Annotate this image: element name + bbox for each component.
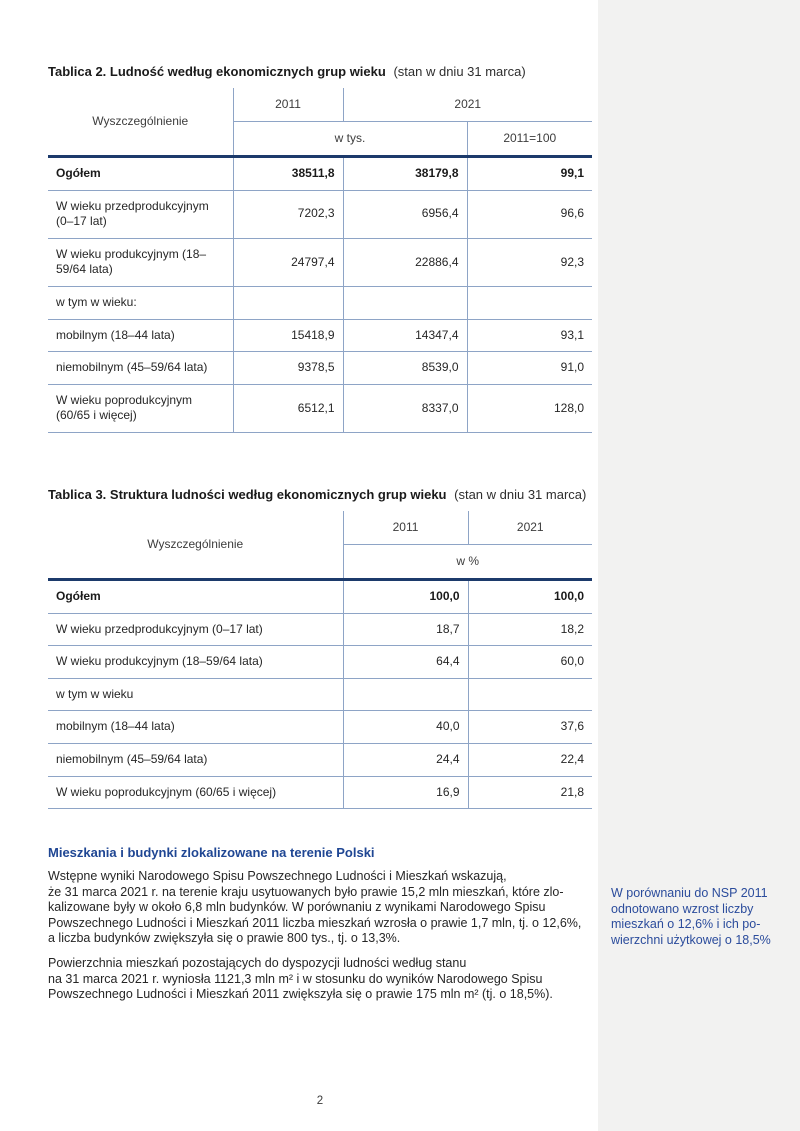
- value-index: 91,0: [466, 351, 593, 385]
- value-2011: [342, 678, 468, 712]
- table2-title-bold: Tablica 2. Ludność według ekonomicznych …: [48, 64, 386, 79]
- table-row: Ogółem 38511,8 38179,8 99,1: [48, 156, 593, 191]
- value-2021: 60,0: [467, 645, 592, 679]
- row-label: niemobilnym (45–59/64 lata): [48, 351, 233, 385]
- value-2011: 38511,8: [232, 156, 343, 191]
- table-row: Ogółem 100,0 100,0: [48, 579, 592, 614]
- row-label: w tym w wieku: [48, 678, 343, 712]
- value-2011: 100,0: [342, 579, 468, 614]
- margin-note-nsp-comparison: W porównaniu do NSP 2011 odnotowano wzro…: [611, 886, 771, 947]
- header-2011: 2011: [343, 511, 468, 545]
- table3-title: Tablica 3. Struktura ludności według eko…: [48, 487, 586, 502]
- value-index: 92,3: [466, 238, 593, 287]
- page-number: 2: [316, 1095, 324, 1107]
- value-2021: 21,8: [467, 776, 592, 810]
- table-header-row: Wyszczególnienie 2011 2021: [48, 88, 593, 158]
- table-header-row: Wyszczególnienie 2011 2021: [48, 511, 592, 581]
- value-2021: 14347,4: [342, 319, 467, 353]
- value-index: 93,1: [466, 319, 593, 353]
- table2-header: Wyszczególnienie 2011 2021 w tys. 2011=1…: [48, 88, 593, 158]
- value-2011: 64,4: [342, 645, 468, 679]
- table2-body: Ogółem 38511,8 38179,8 99,1 W wieku prze…: [48, 156, 593, 433]
- table-row: niemobilnym (45–59/64 lata) 24,4 22,4: [48, 743, 592, 777]
- header-unit-index: 2011=100: [466, 121, 593, 158]
- table-row: W wieku poprodukcyjnym (60/65 i więcej) …: [48, 384, 593, 433]
- table-row: W wieku produkcyjnym (18–59/64 lata) 247…: [48, 238, 593, 287]
- value-index: 96,6: [466, 190, 593, 239]
- value-2021: 37,6: [467, 710, 592, 744]
- value-index: 99,1: [466, 156, 593, 191]
- row-label: W wieku produkcyjnym (18–59/64 lata): [48, 645, 343, 679]
- row-label: mobilnym (18–44 lata): [48, 710, 343, 744]
- table3-title-bold: Tablica 3. Struktura ludności według eko…: [48, 487, 447, 502]
- row-label: W wieku przedprodukcyjnym (0–17 lat): [48, 613, 343, 647]
- table-header-row: w tys. 2011=100: [48, 121, 593, 158]
- table-row: W wieku poprodukcyjnym (60/65 i więcej) …: [48, 776, 592, 810]
- table3-header: Wyszczególnienie 2011 2021 w %: [48, 511, 592, 581]
- table3-title-suffix: (stan w dniu 31 marca): [454, 487, 587, 502]
- header-spec: Wyszczególnienie: [48, 88, 234, 158]
- value-2021: [467, 678, 592, 712]
- right-sidebar-background: [598, 0, 800, 1131]
- row-label: niemobilnym (45–59/64 lata): [48, 743, 343, 777]
- value-2021: 6956,4: [342, 190, 467, 239]
- value-index: 128,0: [466, 384, 593, 433]
- header-unit-percent: w %: [343, 544, 592, 581]
- value-2021: [342, 286, 467, 320]
- value-2011: 16,9: [342, 776, 468, 810]
- table-row: mobilnym (18–44 lata) 40,0 37,6: [48, 710, 592, 744]
- value-2021: 18,2: [467, 613, 592, 647]
- value-2021: 22,4: [467, 743, 592, 777]
- table-row: w tym w wieku:: [48, 286, 593, 320]
- value-2011: 15418,9: [232, 319, 343, 353]
- paragraph-dwellings-2: Powierzchnia mieszkań pozostających do d…: [48, 956, 553, 1002]
- header-2021: 2021: [467, 511, 592, 545]
- header-2021: 2021: [342, 88, 593, 122]
- value-2021: 8539,0: [342, 351, 467, 385]
- table-row: W wieku przedprodukcyjnym (0–17 lat) 18,…: [48, 613, 592, 647]
- table3-population-structure: Wyszczególnienie 2011 2021 w % Ogółem 10…: [48, 511, 592, 810]
- value-2011: 6512,1: [232, 384, 343, 433]
- table3-body: Ogółem 100,0 100,0 W wieku przedprodukcy…: [48, 579, 592, 810]
- table-row: niemobilnym (45–59/64 lata) 9378,5 8539,…: [48, 351, 593, 385]
- section-heading-dwellings: Mieszkania i budynki zlokalizowane na te…: [48, 845, 375, 860]
- row-label: W wieku przedprodukcyjnym (0–17 lat): [48, 190, 233, 239]
- table-row: W wieku produkcyjnym (18–59/64 lata) 64,…: [48, 645, 592, 679]
- value-2011: 9378,5: [232, 351, 343, 385]
- value-2021: 8337,0: [342, 384, 467, 433]
- row-label: mobilnym (18–44 lata): [48, 319, 233, 353]
- value-2011: 40,0: [342, 710, 468, 744]
- value-2021: 22886,4: [342, 238, 467, 287]
- row-label: W wieku produkcyjnym (18–59/64 lata): [48, 238, 233, 287]
- value-index: [466, 286, 593, 320]
- header-unit-thousands: w tys.: [233, 121, 467, 158]
- table2-title-suffix: (stan w dniu 31 marca): [393, 64, 526, 79]
- value-2011: 7202,3: [232, 190, 343, 239]
- row-label: W wieku poprodukcyjnym (60/65 i więcej): [48, 384, 233, 433]
- table-row: mobilnym (18–44 lata) 15418,9 14347,4 93…: [48, 319, 593, 353]
- table-header-row: w %: [48, 544, 592, 581]
- table-row: W wieku przedprodukcyjnym (0–17 lat) 720…: [48, 190, 593, 239]
- value-2011: 24797,4: [232, 238, 343, 287]
- value-2011: 18,7: [342, 613, 468, 647]
- row-label: W wieku poprodukcyjnym (60/65 i więcej): [48, 776, 343, 810]
- value-2021: 100,0: [467, 579, 592, 614]
- header-spec: Wyszczególnienie: [48, 511, 344, 581]
- paragraph-dwellings-1: Wstępne wyniki Narodowego Spisu Powszech…: [48, 869, 582, 946]
- table-row: w tym w wieku: [48, 678, 592, 712]
- header-2011: 2011: [233, 88, 343, 122]
- value-2021: 38179,8: [342, 156, 467, 191]
- row-label: Ogółem: [48, 579, 343, 614]
- row-label: Ogółem: [48, 156, 233, 191]
- table2-title: Tablica 2. Ludność według ekonomicznych …: [48, 64, 526, 79]
- value-2011: 24,4: [342, 743, 468, 777]
- row-label: w tym w wieku:: [48, 286, 233, 320]
- value-2011: [232, 286, 343, 320]
- table2-population-by-age-groups: Wyszczególnienie 2011 2021 w tys. 2011=1…: [48, 88, 593, 433]
